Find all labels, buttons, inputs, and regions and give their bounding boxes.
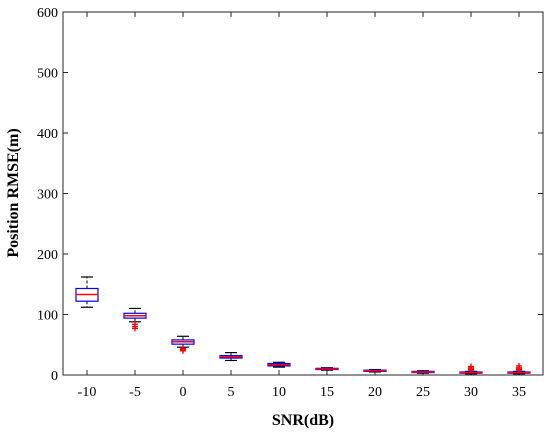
x-tick-label: 30	[464, 385, 478, 400]
x-tick-label: 35	[512, 385, 526, 400]
box-30	[459, 363, 483, 375]
y-axis-label: Position RMSE(m)	[5, 128, 22, 257]
y-tick-label: 100	[37, 309, 58, 324]
x-tick-label: 20	[368, 385, 382, 400]
box-20	[363, 368, 387, 373]
outlier-marker	[468, 363, 474, 370]
y-tick-label: 400	[37, 127, 58, 142]
x-tick-label: 0	[180, 385, 187, 400]
x-tick-label: 25	[416, 385, 430, 400]
y-tick-label: 300	[37, 188, 58, 203]
box-35	[507, 362, 531, 375]
y-axis: 0 100 200 300 400 500 600	[37, 6, 543, 384]
y-tick-label: 0	[51, 369, 58, 384]
x-tick-label: 5	[228, 385, 235, 400]
y-tick-label: 600	[37, 6, 58, 21]
outlier-marker	[180, 345, 186, 352]
y-tick-label: 200	[37, 248, 58, 263]
x-tick-label: 15	[320, 385, 334, 400]
box-10	[267, 361, 291, 368]
x-axis: -10 -5 0 5 10 15 20 25 30 35	[78, 12, 526, 400]
box-5	[219, 352, 243, 362]
x-tick-label: 10	[272, 385, 286, 400]
plot-area	[62, 11, 544, 376]
boxes-group	[75, 276, 531, 375]
x-axis-label: SNR(dB)	[272, 412, 334, 429]
y-tick-label: 500	[37, 67, 58, 82]
x-tick-label: -10	[78, 385, 97, 400]
box-0	[171, 335, 195, 354]
x-tick-label: -5	[129, 385, 141, 400]
box-25	[411, 370, 435, 374]
outlier-marker	[516, 362, 522, 369]
box--5	[123, 307, 147, 332]
box-15	[315, 367, 339, 371]
box--10	[75, 276, 99, 308]
outlier-marker	[132, 321, 138, 328]
